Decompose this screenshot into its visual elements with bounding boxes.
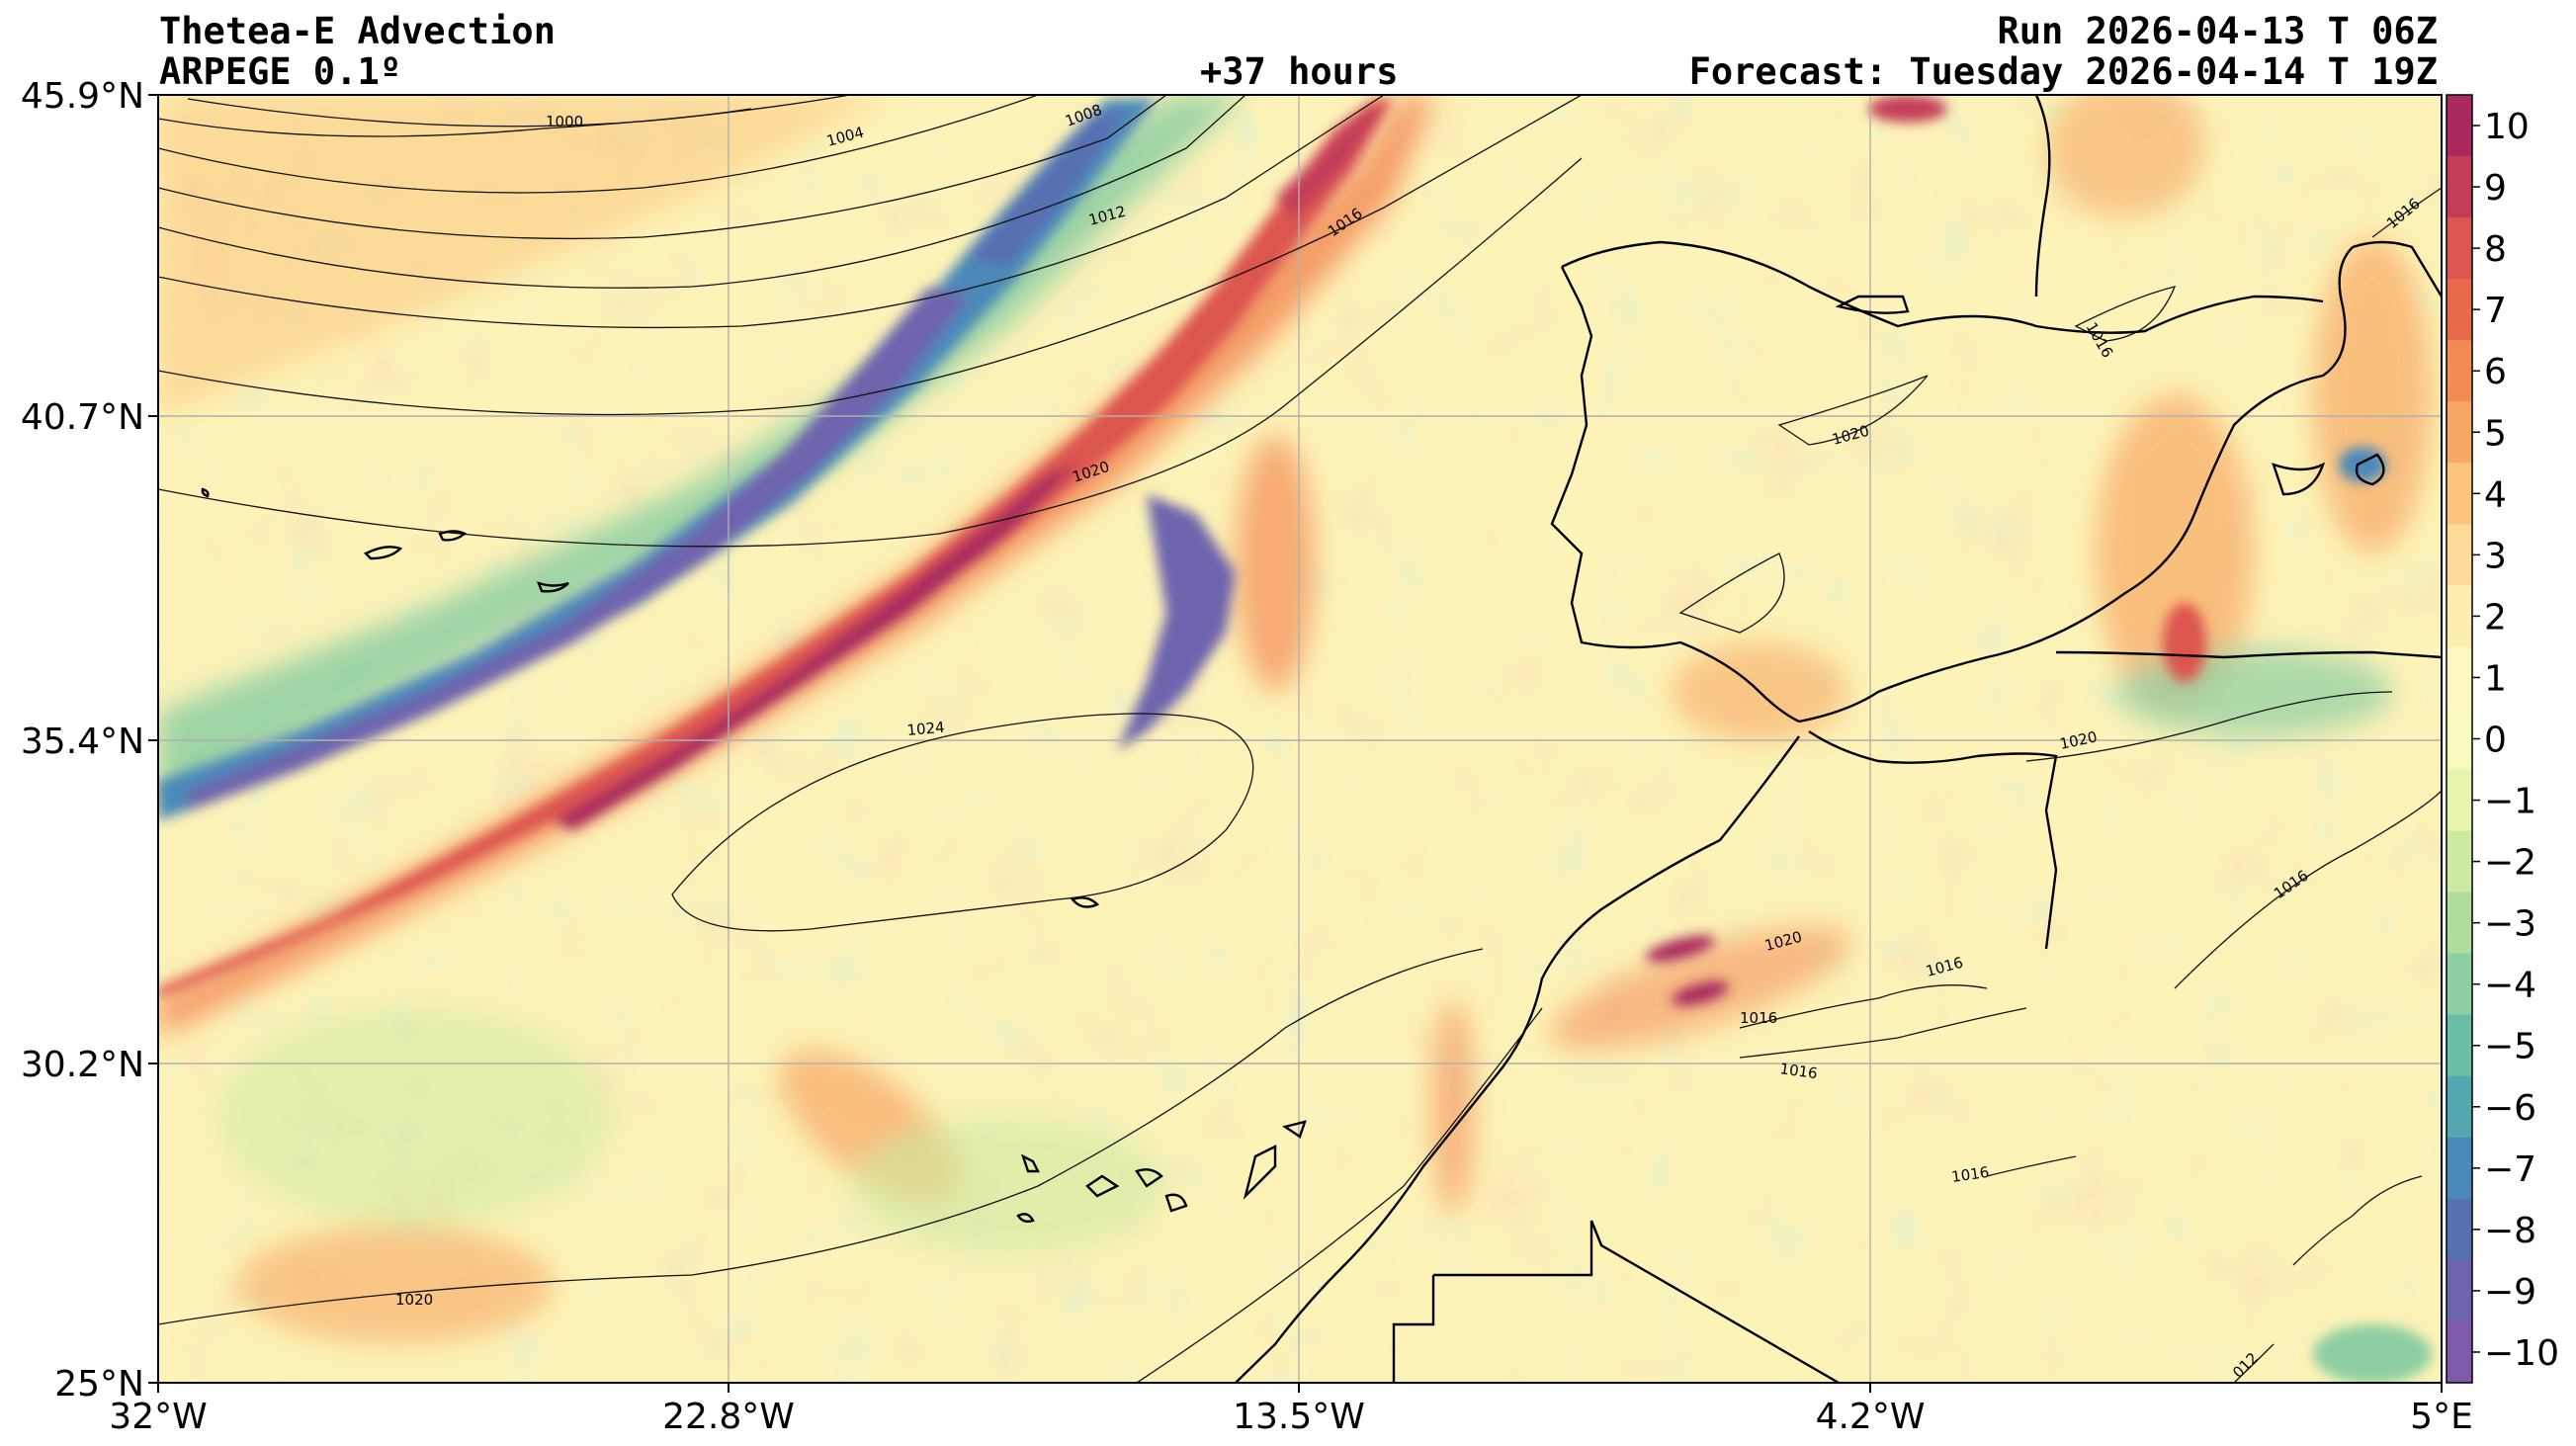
colorbar-segment — [2447, 953, 2472, 1016]
colorbar-segment — [2447, 708, 2472, 771]
colorbar-segment — [2447, 524, 2472, 586]
colorbar-segment — [2447, 830, 2472, 893]
longitude-labels: 32°W 22.8°W 13.5°W 4.2°W 5°E — [109, 1397, 2473, 1437]
colorbar-tick-label: −7 — [2484, 1149, 2536, 1190]
svg-text:1024: 1024 — [906, 719, 946, 739]
axis-ticks — [148, 94, 2443, 1393]
colorbar-segment — [2447, 1320, 2472, 1384]
colorbar-tick-label: 2 — [2484, 597, 2507, 638]
colorbar-segment — [2447, 95, 2472, 157]
colorbar-tick-label: −6 — [2484, 1088, 2536, 1129]
svg-text:1000: 1000 — [546, 113, 583, 130]
advection-field: 1000 1004 1008 1012 1016 1020 1024 1020 … — [158, 95, 2442, 1383]
colorbar-tick-label: −9 — [2484, 1272, 2536, 1313]
model-name: ARPEGE 0.1º — [159, 50, 402, 93]
colorbar-tick-label: 9 — [2484, 168, 2507, 209]
lon-label: 22.8°W — [662, 1397, 795, 1437]
colorbar-segment — [2447, 892, 2472, 955]
lat-label: 40.7°N — [21, 397, 144, 438]
colorbar-segment — [2447, 646, 2472, 709]
colorbar-segment — [2447, 1075, 2472, 1139]
lat-label: 35.4°N — [21, 722, 144, 762]
lead-time: +37 hours — [1200, 50, 1399, 93]
colorbar-tick-label: −2 — [2484, 843, 2536, 884]
colorbar-segment — [2447, 401, 2472, 464]
forecast-time: Forecast: Tuesday 2026-04-14 T 19Z — [1688, 50, 2438, 93]
svg-text:1016: 1016 — [1740, 1009, 1777, 1027]
lat-label: 30.2°N — [21, 1045, 144, 1085]
isobars — [158, 95, 2442, 1383]
run-time: Run 2026-04-13 T 06Z — [1997, 10, 2438, 52]
colorbar-segment — [2447, 156, 2472, 218]
colorbar-tick-label: −3 — [2484, 904, 2536, 945]
colorbar-tick-label: 0 — [2484, 721, 2507, 761]
colorbar-segment — [2447, 585, 2472, 647]
colorbar-segment — [2447, 340, 2472, 402]
chart-title: Thetea-E Advection — [159, 10, 556, 52]
colorbar-tick-label: −8 — [2484, 1211, 2536, 1251]
colorbar-segment — [2447, 463, 2472, 525]
colorbar-tick-label: −5 — [2484, 1027, 2536, 1067]
lat-label: 25°N — [54, 1364, 144, 1404]
lon-label: 4.2°W — [1816, 1397, 1926, 1437]
graticule — [158, 95, 2442, 1383]
colorbar-segment — [2447, 769, 2472, 832]
colorbar-segment — [2447, 1259, 2472, 1322]
colorbar-segment — [2447, 1014, 2472, 1077]
colorbar-segment — [2447, 279, 2472, 341]
svg-text:1016: 1016 — [1950, 1163, 1990, 1186]
colorbar-tick-label: 3 — [2484, 536, 2507, 576]
coastlines — [201, 95, 2442, 1383]
lon-label: 5°E — [2410, 1397, 2473, 1437]
colorbar-tick-label: 1 — [2484, 658, 2507, 699]
colorbar-segment — [2447, 217, 2472, 280]
colorbar-tick-label: −4 — [2484, 966, 2536, 1006]
latitude-labels: 45.9°N 40.7°N 35.4°N 30.2°N 25°N — [21, 76, 144, 1404]
colorbar-segment — [2447, 1198, 2472, 1261]
colorbar-tick-label: 10 — [2484, 107, 2530, 147]
colorbar-tick-label: −1 — [2484, 782, 2536, 822]
colorbar-tick-label: 5 — [2484, 413, 2507, 454]
lon-label: 13.5°W — [1233, 1397, 1365, 1437]
colorbar-tick-label: 7 — [2484, 291, 2507, 331]
svg-text:1020: 1020 — [395, 1291, 433, 1309]
svg-text:1016: 1016 — [1778, 1060, 1818, 1082]
lat-label: 45.9°N — [21, 76, 144, 117]
colorbar-tick-label: 4 — [2484, 474, 2507, 515]
colorbar-tick-label: 8 — [2484, 229, 2507, 270]
colorbar-segment — [2447, 1137, 2472, 1200]
colorbar-tick-label: −10 — [2484, 1333, 2559, 1374]
colorbar-tick-label: 6 — [2484, 352, 2507, 392]
lon-label: 32°W — [109, 1397, 207, 1437]
